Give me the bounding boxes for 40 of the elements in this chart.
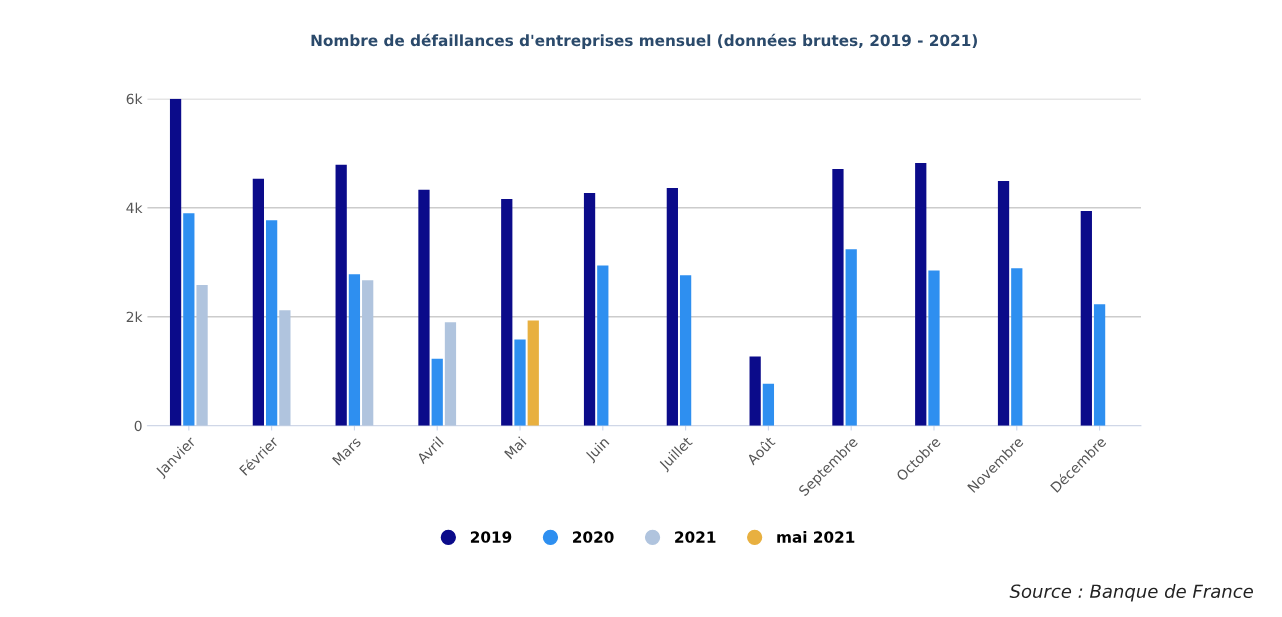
bar bbox=[527, 320, 539, 426]
bar bbox=[169, 98, 182, 426]
bar bbox=[749, 356, 761, 426]
bar bbox=[832, 169, 844, 426]
bar bbox=[928, 270, 940, 426]
bar bbox=[679, 275, 692, 426]
bar bbox=[335, 164, 347, 426]
y-tick-label: 6k bbox=[126, 93, 143, 105]
bar bbox=[845, 249, 857, 426]
source-note: Source : Banque de France bbox=[1009, 584, 1253, 602]
bar bbox=[501, 199, 513, 426]
bar bbox=[666, 188, 678, 426]
bar bbox=[418, 189, 430, 426]
legend-label: 2019 bbox=[470, 531, 512, 543]
y-tick-label: 4k bbox=[126, 202, 143, 213]
bar bbox=[1093, 304, 1106, 426]
legend-label: 2020 bbox=[573, 531, 614, 543]
bar bbox=[279, 310, 291, 426]
bar bbox=[362, 280, 374, 426]
y-tick-label: 2k bbox=[126, 311, 143, 322]
bar bbox=[915, 163, 927, 426]
bar bbox=[1011, 268, 1023, 426]
bar bbox=[444, 322, 457, 426]
y-tick-label: 0 bbox=[134, 420, 142, 432]
chart-title: Nombre de défaillances d'entreprises mensuel (données brutes, 2019 - 2021) bbox=[311, 33, 977, 50]
legend-label: mai 2021 bbox=[777, 531, 855, 543]
bar bbox=[183, 213, 195, 426]
x-tick-label: Mai bbox=[503, 436, 527, 460]
bar bbox=[583, 193, 596, 426]
bar bbox=[196, 285, 208, 426]
bar bbox=[348, 274, 361, 426]
bar bbox=[431, 358, 443, 426]
bar bbox=[265, 220, 278, 426]
bar bbox=[1080, 210, 1092, 426]
bar bbox=[762, 383, 775, 426]
legend-label: 2021 bbox=[675, 531, 716, 543]
bar bbox=[597, 265, 609, 426]
bar bbox=[514, 339, 526, 426]
bar bbox=[997, 181, 1010, 426]
bar bbox=[252, 178, 265, 426]
